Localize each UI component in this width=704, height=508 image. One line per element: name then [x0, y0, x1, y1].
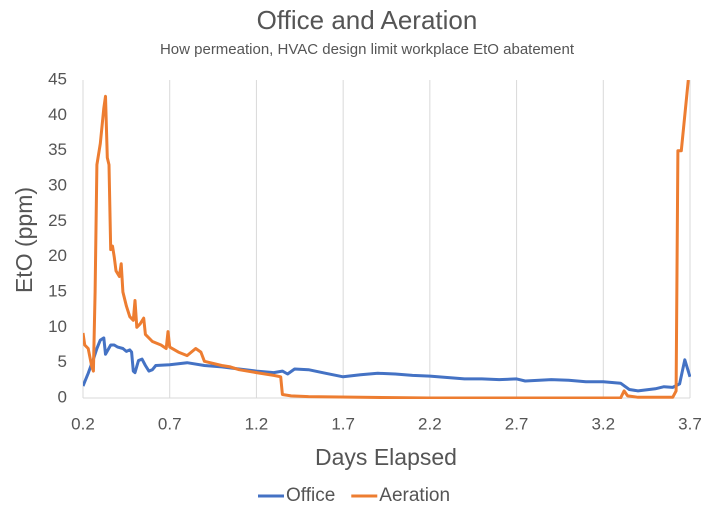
x-tick-label: 2.7	[505, 414, 529, 433]
y-tick-label: 20	[48, 246, 67, 265]
y-tick-label: 10	[48, 317, 67, 336]
y-tick-label: 0	[58, 387, 67, 406]
chart-subtitle: How permeation, HVAC design limit workpl…	[160, 41, 575, 58]
y-tick-label: 5	[58, 352, 67, 371]
x-tick-label: 0.7	[158, 414, 182, 433]
series-line	[83, 336, 691, 393]
x-tick-label: 1.7	[331, 414, 355, 433]
x-tick-label: 1.2	[245, 414, 269, 433]
y-tick-label: 15	[48, 281, 67, 300]
plot-area	[83, 80, 691, 399]
chart-title: Office and Aeration	[257, 5, 478, 35]
x-tick-label: 2.2	[418, 414, 442, 433]
series-line	[83, 80, 690, 399]
legend-label: Aeration	[379, 485, 450, 506]
x-tick-label: 3.2	[591, 414, 615, 433]
y-tick-label: 25	[48, 211, 67, 230]
x-tick-label: 3.7	[678, 414, 702, 433]
y-tick-label: 40	[48, 105, 67, 124]
x-axis-label: Days Elapsed	[315, 444, 457, 470]
y-tick-label: 45	[48, 69, 67, 88]
y-axis-label: EtO (ppm)	[11, 187, 37, 293]
x-tick-label: 0.2	[71, 414, 95, 433]
y-tick-label: 35	[48, 140, 67, 159]
y-tick-label: 30	[48, 175, 67, 194]
legend-label: Office	[286, 485, 335, 506]
